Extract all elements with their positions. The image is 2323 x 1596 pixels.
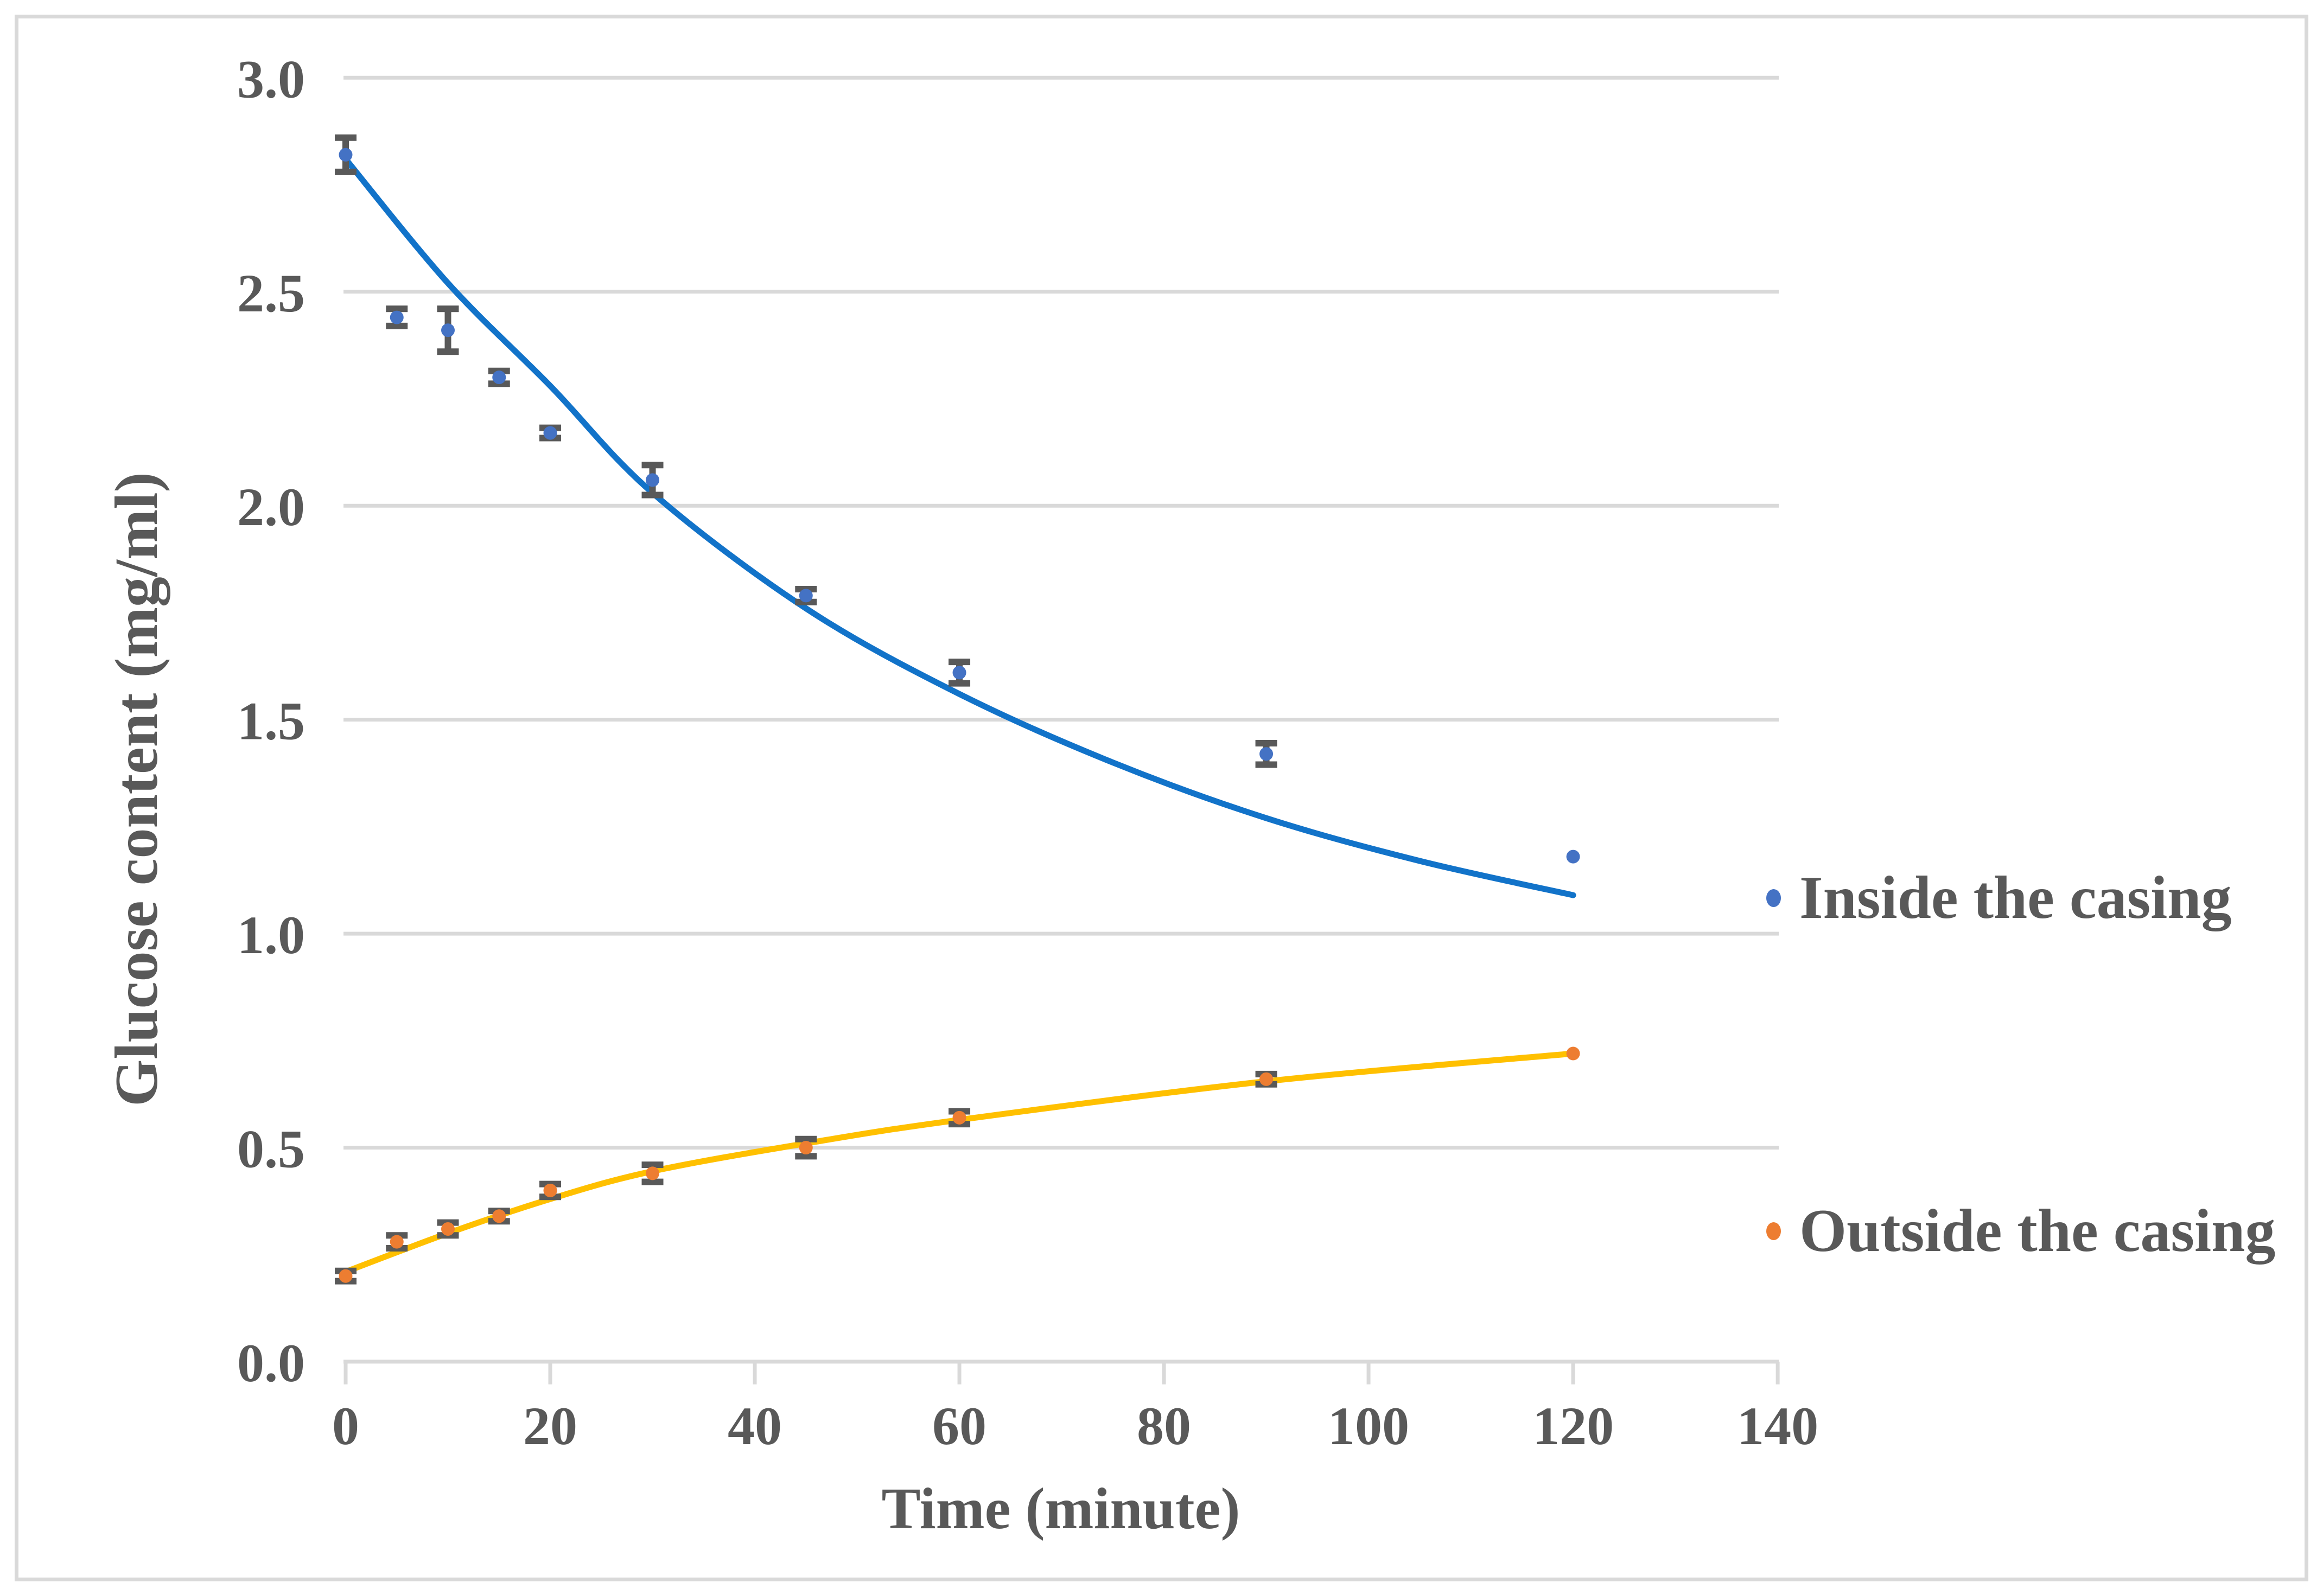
y-tick-label: 2.5 [237, 263, 305, 323]
x-tick-label: 0 [332, 1396, 359, 1456]
y-tick-label: 1.0 [237, 905, 305, 965]
data-point-inside [543, 426, 557, 440]
data-point-inside [441, 323, 455, 337]
data-point-outside [390, 1235, 404, 1249]
data-point-inside [799, 589, 813, 603]
data-point-outside [339, 1269, 353, 1283]
y-tick-label: 0.0 [237, 1333, 305, 1393]
trendline-outside [342, 1050, 1576, 1275]
data-point-outside [543, 1183, 557, 1197]
legend-marker-outside-icon [1766, 1222, 1781, 1240]
legend-marker-inside-icon [1766, 889, 1781, 907]
data-point-outside [952, 1110, 966, 1125]
x-axis-title: Time (minute) [881, 1477, 1240, 1541]
data-point-outside [799, 1141, 813, 1155]
data-point-outside [1259, 1072, 1274, 1086]
legend-item-outside: Outside the casing [1766, 1193, 2275, 1269]
y-tick-label: 2.0 [237, 477, 305, 537]
data-point-outside [492, 1209, 506, 1223]
y-tick-label: 1.5 [237, 691, 305, 751]
x-tick-label: 100 [1328, 1396, 1409, 1456]
data-point-outside [441, 1222, 455, 1236]
legend-item-inside: Inside the casing [1766, 860, 2232, 936]
y-axis-title: Glucose content (mg/ml) [103, 472, 170, 1107]
data-point-outside [1566, 1046, 1580, 1061]
data-point-inside [1566, 850, 1580, 864]
trendline-inside [342, 156, 1576, 898]
data-point-inside [492, 371, 506, 385]
x-tick-label: 120 [1532, 1396, 1614, 1456]
data-point-inside [390, 310, 404, 324]
x-tick-label: 140 [1737, 1396, 1818, 1456]
x-tick-label: 40 [728, 1396, 782, 1456]
x-tick-label: 20 [523, 1396, 577, 1456]
data-point-inside [952, 666, 966, 680]
x-tick-label: 80 [1137, 1396, 1191, 1456]
data-point-outside [646, 1166, 660, 1180]
legend-label-outside: Outside the casing [1799, 1197, 2276, 1265]
x-tick-label: 60 [932, 1396, 987, 1456]
y-tick-label: 3.0 [237, 49, 305, 109]
legend-label-inside: Inside the casing [1799, 864, 2232, 931]
data-point-inside [339, 148, 353, 162]
y-tick-label: 0.5 [237, 1119, 305, 1179]
data-point-inside [1259, 747, 1274, 761]
data-point-inside [646, 473, 660, 487]
